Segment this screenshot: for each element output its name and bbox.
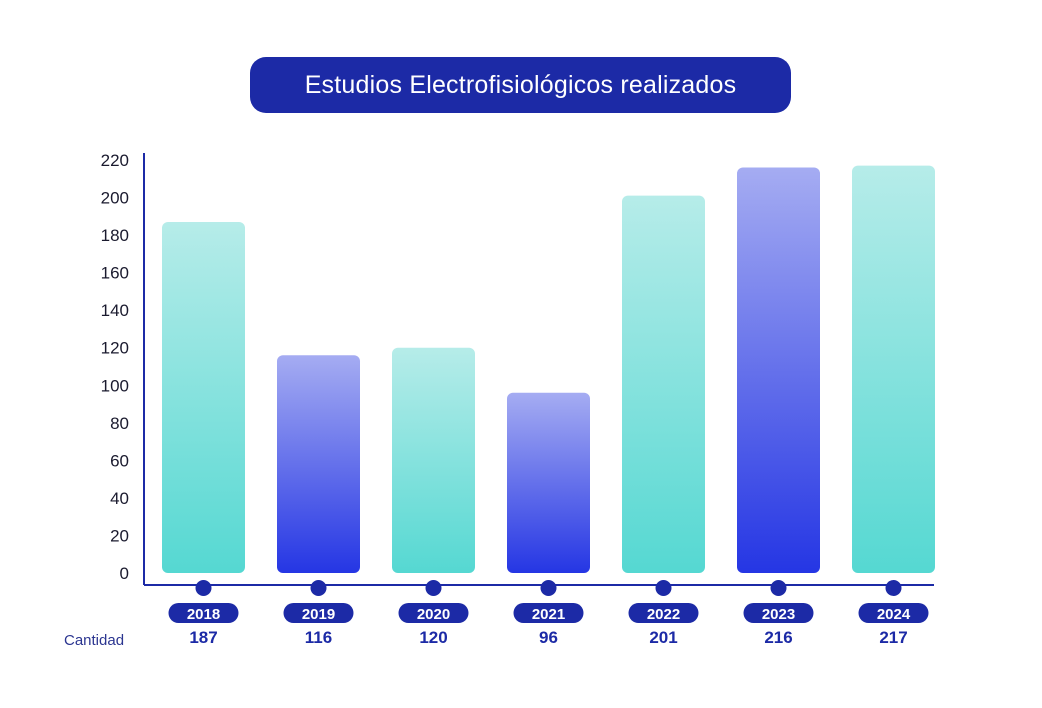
x-tick-label: 2020 bbox=[417, 606, 450, 623]
y-tick-label: 100 bbox=[101, 376, 129, 395]
axis-marker-dot bbox=[540, 580, 557, 596]
y-tick-label: 140 bbox=[101, 301, 129, 320]
axis-marker-dot bbox=[310, 580, 327, 596]
bar-2024 bbox=[852, 165, 935, 573]
value-label-2022: 201 bbox=[649, 628, 677, 647]
year-pill-2024 bbox=[858, 603, 929, 623]
y-tick-label: 120 bbox=[101, 339, 129, 358]
year-pill-2019 bbox=[283, 603, 354, 623]
axis-marker-dot bbox=[885, 580, 902, 596]
y-tick-label: 180 bbox=[101, 226, 129, 245]
x-axis-markers: 2018 187 2019 116 2020 120 2021 96 2022 201 2023 21… bbox=[168, 580, 929, 647]
x-tick-label: 2022 bbox=[647, 606, 680, 623]
value-label-2019: 116 bbox=[305, 628, 332, 647]
year-pill-2023 bbox=[743, 603, 814, 623]
x-tick-label: 2018 bbox=[187, 606, 220, 623]
x-tick-label: 2024 bbox=[877, 606, 911, 623]
y-axis-ticks: 0 20 40 60 80 100 120 140 160 180 200 220 bbox=[101, 151, 129, 583]
y-tick-label: 80 bbox=[110, 414, 129, 433]
year-pill-2022 bbox=[628, 603, 699, 623]
y-tick-label: 20 bbox=[110, 526, 129, 545]
y-tick-label: 160 bbox=[101, 264, 129, 283]
bar-2023 bbox=[737, 167, 820, 573]
axis-marker-dot bbox=[425, 580, 442, 596]
bar-2018 bbox=[162, 221, 245, 573]
year-pill-2020 bbox=[398, 603, 469, 623]
axis-marker-dot bbox=[195, 580, 212, 596]
bars-group bbox=[162, 165, 935, 573]
bar-2021 bbox=[507, 392, 590, 573]
chart-title: Estudios Electrofisiológicos realizados bbox=[250, 57, 791, 113]
y-tick-label: 60 bbox=[110, 451, 129, 470]
y-tick-label: 200 bbox=[101, 189, 129, 208]
x-tick-label: 2021 bbox=[532, 606, 565, 623]
y-tick-label: 0 bbox=[120, 564, 129, 583]
value-label-2021: 96 bbox=[539, 628, 558, 647]
value-label-2023: 216 bbox=[764, 628, 792, 647]
row-label-cantidad: Cantidad bbox=[64, 632, 125, 649]
value-label-2020: 120 bbox=[419, 628, 447, 647]
bar-2022 bbox=[622, 195, 705, 573]
x-tick-label: 2019 bbox=[302, 606, 335, 623]
bar-2019 bbox=[277, 355, 360, 573]
year-pill-2021 bbox=[513, 603, 584, 623]
x-tick-label: 2023 bbox=[762, 606, 795, 623]
axis-marker-dot bbox=[655, 580, 672, 596]
year-pill-2018 bbox=[168, 603, 239, 623]
bar-2020 bbox=[392, 347, 475, 573]
y-tick-label: 220 bbox=[101, 151, 129, 170]
value-label-2018: 187 bbox=[189, 628, 217, 647]
axis-marker-dot bbox=[770, 580, 787, 596]
y-tick-label: 40 bbox=[110, 489, 129, 508]
value-label-2024: 217 bbox=[879, 628, 907, 647]
